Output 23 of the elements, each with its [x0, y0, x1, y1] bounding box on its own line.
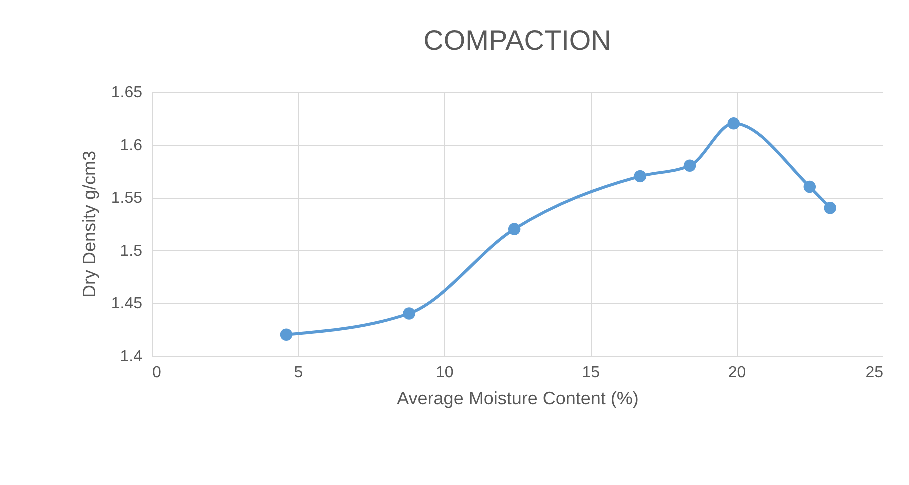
- point: [684, 160, 696, 172]
- x-tick-label: 0: [152, 364, 162, 382]
- point: [728, 118, 740, 130]
- x-tick-label: 15: [582, 364, 600, 382]
- y-tick-label: 1.45: [111, 296, 143, 313]
- chart-title: COMPACTION: [424, 25, 612, 56]
- y-tick-label: 1.5: [120, 242, 143, 260]
- point: [824, 202, 836, 214]
- point: [634, 170, 646, 183]
- y-tick-label: 1.4: [120, 348, 143, 366]
- x-tick-label: 5: [294, 364, 304, 382]
- y-tick-label: 1.55: [111, 190, 143, 208]
- point: [508, 223, 521, 236]
- point: [804, 180, 816, 194]
- x-tick-label: 25: [866, 364, 884, 382]
- y-axis-title: Dry Density g/cm3: [79, 150, 100, 298]
- x-axis-title: Average Moisture Content (%): [397, 388, 639, 408]
- y-tick-label: 1.6: [120, 137, 143, 154]
- point: [403, 308, 416, 320]
- y-tick-label: 1.65: [111, 84, 143, 102]
- x-tick-label: 10: [436, 364, 454, 382]
- point: [280, 328, 293, 341]
- x-tick-label: 20: [728, 364, 746, 382]
